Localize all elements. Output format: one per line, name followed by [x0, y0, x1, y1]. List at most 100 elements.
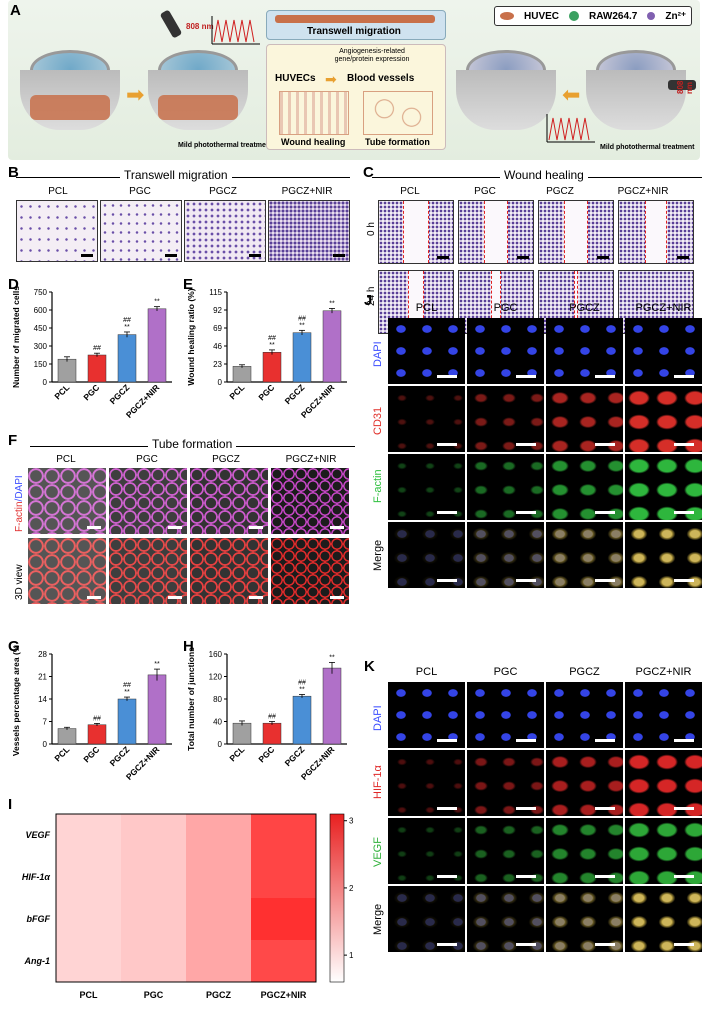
scale-bar	[165, 254, 177, 257]
scale-bar	[437, 375, 457, 378]
tube-fluorescence-image	[271, 468, 349, 534]
fluorescence-image	[467, 386, 544, 452]
cell-signal	[467, 750, 544, 816]
scale-bar	[437, 943, 457, 946]
bar	[322, 310, 342, 383]
scale-bar	[674, 579, 694, 582]
arrow-right-icon: ➡	[325, 71, 337, 87]
wound-image	[538, 200, 614, 264]
panel-letter-k: K	[364, 658, 375, 675]
scale-bar	[516, 375, 536, 378]
col-label: PCL	[80, 990, 99, 1000]
scale-bar	[516, 511, 536, 514]
wound-gap	[484, 201, 508, 263]
scale-bar	[330, 526, 344, 529]
wound-image	[378, 200, 454, 264]
panel-letter-a: A	[10, 2, 21, 19]
fluorescence-image	[625, 886, 702, 952]
blood-vessels-label: Blood vessels	[347, 73, 415, 84]
schematic-panel: A ➡ 808 nm Mild photothermal treatment T…	[8, 0, 700, 160]
heatmap-cell	[186, 940, 251, 982]
tube-title: Tube formation	[148, 437, 237, 451]
cell-signal	[625, 886, 702, 952]
laser-icon	[668, 80, 696, 90]
cell-signal	[625, 522, 702, 588]
wound-healing-label: Wound healing	[281, 137, 346, 147]
scale-bar	[595, 943, 615, 946]
cell-signal	[388, 682, 465, 748]
cell-signal	[467, 386, 544, 452]
y-tick-label: 23	[213, 360, 222, 369]
transwell-image-pgcz-nir	[268, 200, 350, 262]
panel-letter-g: G	[8, 638, 20, 655]
cell-signal	[546, 750, 623, 816]
row-label: CD31	[372, 406, 384, 435]
x-tick-label: PGC	[256, 744, 276, 764]
heatmap-frame	[55, 813, 317, 983]
x-tick-label: PCL	[52, 744, 71, 763]
row-label-0h: 0 h	[366, 222, 377, 236]
legend-raw: RAW264.7	[589, 10, 638, 22]
cell-signal	[546, 318, 623, 384]
y-tick-label: 600	[34, 306, 48, 315]
chart-h: 0 40 80 120 160 Total number of junctions PCL #…	[186, 647, 347, 782]
scale-bar	[437, 739, 457, 742]
fluorescence-image	[625, 522, 702, 588]
fluorescence-image	[625, 454, 702, 520]
wound-gap	[573, 271, 579, 333]
col-label: PCL	[400, 186, 420, 197]
col-label: PGC	[144, 990, 164, 1000]
culture-dish-right-b	[586, 40, 686, 140]
cell-signal	[625, 454, 702, 520]
row-label: DAPI	[372, 705, 384, 731]
scale-bar	[168, 596, 182, 599]
wound-gap	[644, 201, 668, 263]
zinc-icon	[647, 12, 656, 20]
cell-signal	[625, 682, 702, 748]
cell-signal	[388, 522, 465, 588]
significance-label: ##	[93, 345, 101, 352]
cell-signal	[388, 750, 465, 816]
fluorescence-image	[388, 318, 465, 384]
row-label: Ang-1	[24, 956, 51, 966]
heatmap-cell	[251, 940, 316, 982]
transwell-box: Transwell migration	[266, 10, 446, 40]
tube-fluorescence-image	[190, 468, 268, 534]
y-tick-label: 80	[213, 695, 222, 704]
significance-label: **	[124, 689, 130, 696]
panel-letter-h: H	[183, 638, 194, 655]
scale-bar	[437, 579, 457, 582]
tube-3d-image	[109, 538, 187, 604]
heatmap-cell	[251, 814, 316, 856]
chart-d: 0 150 300 450 600 750 Number of migrated cells…	[11, 286, 172, 420]
heatmap-cell	[121, 940, 186, 982]
cell-signal	[467, 318, 544, 384]
heatmap-cell	[56, 814, 121, 856]
x-tick-label: PCL	[227, 382, 246, 401]
y-axis-label: Vessels percentage area (%)	[11, 646, 21, 756]
scale-bar	[516, 807, 536, 810]
y-tick-label: 69	[213, 324, 222, 333]
tube-3d-image	[190, 538, 268, 604]
heatmap-cell	[251, 898, 316, 940]
row-label: HIF-1α	[22, 872, 51, 882]
y-tick-label: 120	[209, 673, 223, 682]
culture-dish-laser-left	[148, 40, 248, 140]
scale-bar	[516, 943, 536, 946]
significance-label: ##	[268, 714, 276, 721]
fluorescence-image	[467, 886, 544, 952]
significance-label: ##	[298, 315, 306, 322]
heatmap-cell	[121, 856, 186, 898]
row-label: Merge	[372, 903, 384, 935]
colorbar	[329, 813, 345, 983]
legend-huvec: HUVEC	[524, 10, 560, 22]
col-label: PGCZ+NIR	[281, 186, 333, 197]
bar	[262, 722, 282, 745]
fluorescence-image	[467, 318, 544, 384]
cell-signal	[625, 318, 702, 384]
significance-label: **	[299, 322, 305, 329]
col-label: PGC	[129, 186, 151, 197]
tube-formation-label: Tube formation	[365, 137, 430, 147]
fluorescence-image	[546, 386, 623, 452]
cell-signal	[546, 454, 623, 520]
